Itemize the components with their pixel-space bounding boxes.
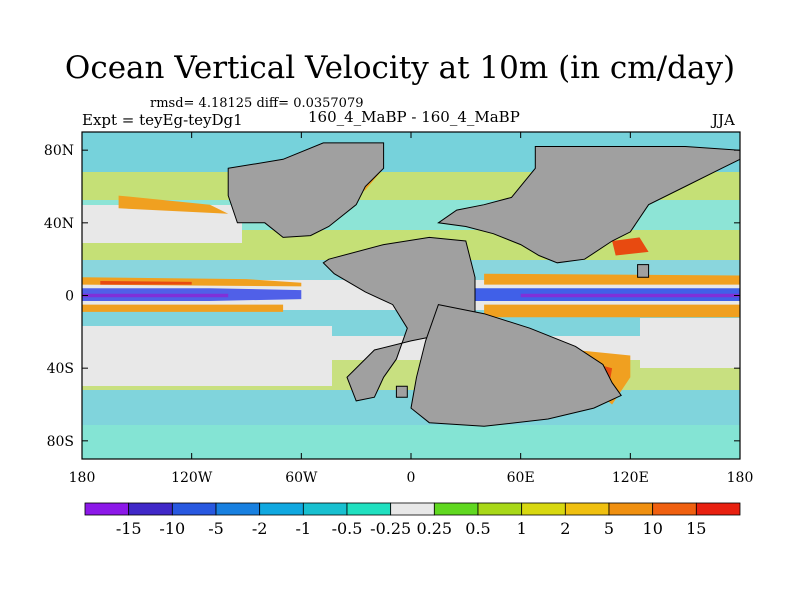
lat-tick-label: 40S — [47, 361, 74, 377]
stats-text: rmsd= 4.18125 diff= 0.0357079 — [150, 96, 364, 111]
lon-tick-label: 60E — [507, 470, 535, 486]
lon-tick-label: 120E — [612, 470, 649, 486]
colorbar-swatch — [521, 502, 566, 516]
colorbar-label: 2 — [560, 519, 570, 538]
colorbar-label: 15 — [686, 519, 706, 538]
colorbar-swatch — [259, 502, 304, 516]
equatorial-purple-core — [82, 293, 229, 298]
lon-tick-label: 180 — [69, 470, 96, 486]
small-island-south — [395, 385, 408, 398]
equatorial-orange-south — [82, 304, 284, 312]
north-landmass — [227, 142, 385, 238]
north-pacific-orange — [118, 195, 229, 214]
base-field — [82, 132, 740, 459]
colorbar-label: -0.25 — [370, 519, 411, 538]
east-equatorial-orange-south — [484, 304, 740, 318]
colorbar-swatch — [564, 502, 610, 516]
north-eastern-landmass — [437, 146, 740, 264]
experiment-label: Expt = teyEg-teyDg1 — [82, 111, 243, 129]
colorbar-label: -0.5 — [332, 519, 363, 538]
colorbar-swatch — [215, 502, 261, 516]
colorbar-swatch — [608, 502, 654, 516]
colorbar-swatch — [695, 502, 741, 516]
lon-tick-label: 180 — [727, 470, 754, 486]
colorbar-swatch — [433, 502, 479, 516]
colorbar-swatch — [84, 502, 130, 516]
colorbar: -15 -10 -5 -2 -1 -0.5 -0.25 0.25 0.5 1 2 5 10 15 — [84, 502, 741, 538]
lat-tick-label: 80N — [44, 143, 74, 159]
colorbar-label: -5 — [208, 519, 224, 538]
plot-title: Ocean Vertical Velocity at 10m (in cm/da… — [64, 50, 736, 86]
east-equatorial-orange-north — [484, 273, 740, 285]
east-equatorial-purple — [520, 293, 740, 298]
lon-tick-label: 0 — [407, 470, 416, 486]
east-north-red — [612, 237, 649, 256]
lat-tick-label: 80S — [47, 434, 74, 450]
colorbar-swatch — [302, 502, 348, 516]
colorbar-label: 1 — [517, 519, 527, 538]
colorbar-label: -15 — [116, 519, 142, 538]
runs-label: 160_4_MaBP - 160_4_MaBP — [308, 108, 520, 126]
lat-tick-label: 40N — [44, 216, 74, 232]
equatorial-red-north — [100, 281, 192, 285]
season-label: JJA — [712, 111, 735, 129]
colorbar-label: 10 — [643, 519, 663, 538]
colorbar-swatch — [652, 502, 697, 516]
axis-ticks: 80N 40N 0 40S 80S 180 120W 60W 0 60E 120E 180 — [44, 132, 753, 486]
south-eastern-landmass — [410, 304, 622, 427]
colorbar-label: -2 — [252, 519, 268, 538]
south-western-landmass — [322, 236, 476, 402]
colorbar-label: -10 — [159, 519, 185, 538]
land-layer — [227, 142, 740, 427]
lat-tick-label: 0 — [65, 289, 74, 305]
colorbar-label: -1 — [296, 519, 312, 538]
colorbar-label: 0.5 — [465, 519, 490, 538]
colorbar-swatch — [346, 502, 392, 516]
lon-tick-label: 120W — [171, 470, 213, 486]
colorbar-label: 5 — [604, 519, 614, 538]
colorbar-swatch — [128, 502, 173, 516]
colorbar-swatch — [477, 502, 523, 516]
colorbar-label: 0.25 — [416, 519, 452, 538]
colorbar-swatch — [171, 502, 217, 516]
colorbar-swatch — [390, 502, 435, 516]
small-island-east — [637, 264, 650, 278]
lon-tick-label: 60W — [285, 470, 318, 486]
